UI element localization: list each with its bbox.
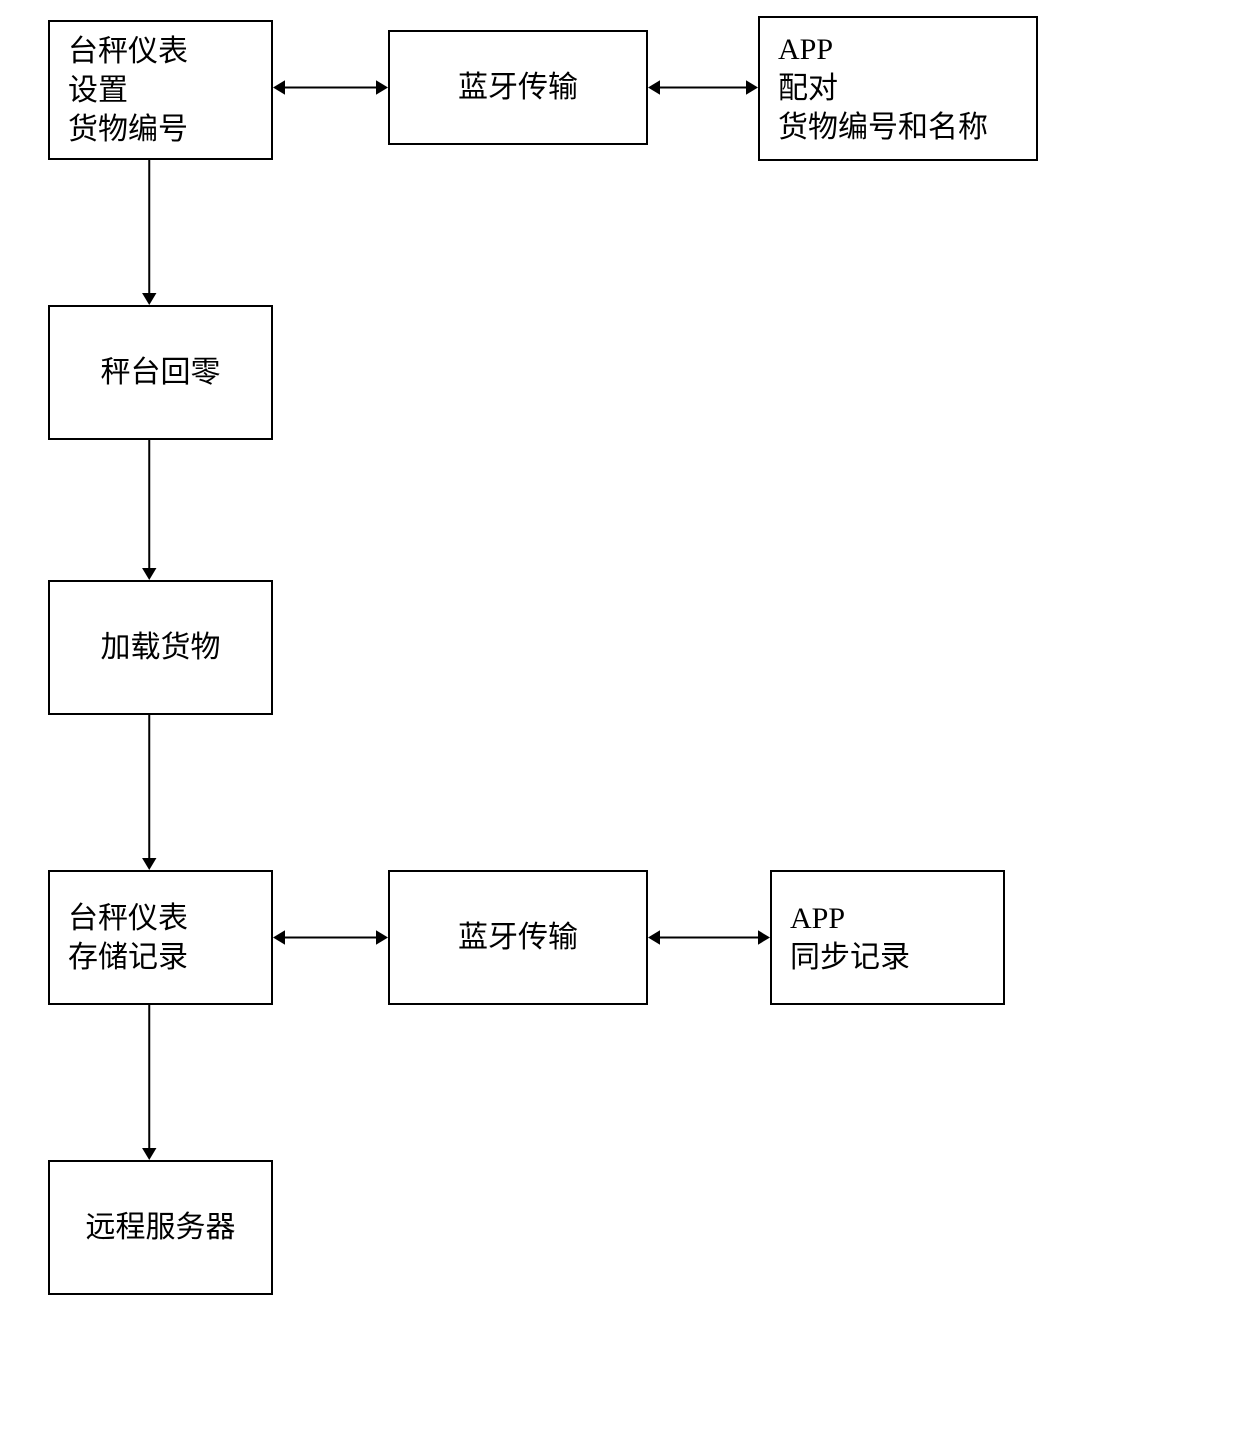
node-n6-line: 存储记录 [68,938,188,977]
node-n3-line: 货物编号和名称 [778,108,988,147]
node-n7-line: 蓝牙传输 [458,918,578,957]
node-n6-line: 台秤仪表 [68,899,188,938]
node-n6: 台秤仪表存储记录 [48,870,273,1005]
node-n1-line: 货物编号 [68,110,188,149]
node-n9-line: 远程服务器 [86,1208,236,1247]
node-n5: 加载货物 [48,580,273,715]
node-n8: APP同步记录 [770,870,1005,1005]
node-n2: 蓝牙传输 [388,30,648,145]
node-n5-line: 加载货物 [101,628,221,667]
node-n8-line: 同步记录 [790,938,910,977]
node-n7: 蓝牙传输 [388,870,648,1005]
node-n3-line: 配对 [778,69,838,108]
node-n8-line: APP [790,899,845,938]
node-n4-line: 秤台回零 [101,353,221,392]
node-n1: 台秤仪表设置货物编号 [48,20,273,160]
flowchart-canvas: 台秤仪表设置货物编号蓝牙传输APP配对货物编号和名称秤台回零加载货物台秤仪表存储… [0,0,1240,1436]
node-n9: 远程服务器 [48,1160,273,1295]
node-n2-line: 蓝牙传输 [458,68,578,107]
node-n3-line: APP [778,30,833,69]
node-n4: 秤台回零 [48,305,273,440]
node-n1-line: 台秤仪表 [68,32,188,71]
node-n1-line: 设置 [68,71,128,110]
node-n3: APP配对货物编号和名称 [758,16,1038,161]
